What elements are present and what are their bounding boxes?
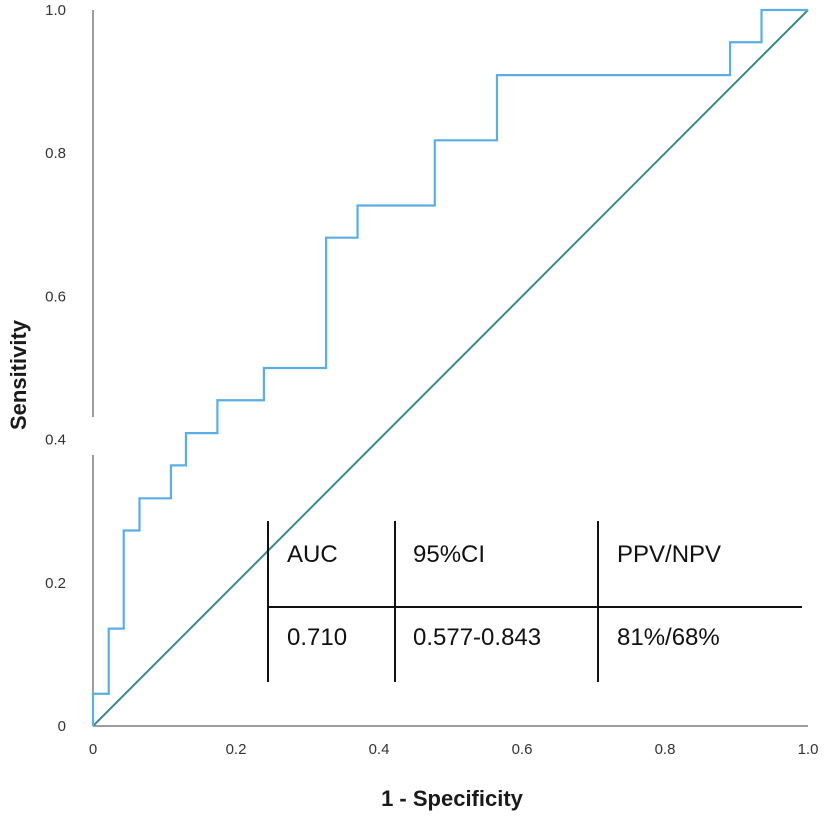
y-tick-labels: 0 0.2 0.4 0.6 0.8 1.0 bbox=[45, 2, 66, 735]
y-tick-label: 1.0 bbox=[45, 2, 66, 19]
x-axis-title: 1 - Specificity bbox=[381, 786, 524, 811]
y-tick-label: 0 bbox=[58, 718, 66, 735]
x-tick-label: 0.2 bbox=[226, 741, 247, 758]
y-axis-title: Sensitivity bbox=[6, 319, 31, 430]
table-header-ppv-npv: PPV/NPV bbox=[617, 541, 721, 568]
x-tick-label: 0.8 bbox=[655, 741, 676, 758]
x-tick-labels: 0 0.2 0.4 0.6 0.8 1.0 bbox=[89, 741, 819, 758]
stats-table: AUC 95%CI PPV/NPV 0.710 0.577-0.843 81%/… bbox=[267, 521, 802, 682]
table-value-ci: 0.577-0.843 bbox=[413, 624, 541, 651]
x-tick-label: 1.0 bbox=[798, 741, 819, 758]
y-tick-label: 0.8 bbox=[45, 145, 66, 162]
table-header-ci: 95%CI bbox=[413, 541, 485, 568]
reference-diagonal-line bbox=[92, 9, 809, 727]
table-header-auc: AUC bbox=[287, 541, 338, 568]
table-value-auc: 0.710 bbox=[287, 624, 347, 651]
x-tick-label: 0 bbox=[89, 741, 97, 758]
y-tick-label: 0.6 bbox=[45, 288, 66, 305]
x-tick-label: 0.4 bbox=[369, 741, 390, 758]
y-tick-label: 0.4 bbox=[45, 432, 66, 449]
y-tick-label: 0.2 bbox=[45, 575, 66, 592]
table-value-ppv-npv: 81%/68% bbox=[617, 624, 720, 651]
x-tick-label: 0.6 bbox=[512, 741, 533, 758]
roc-curve bbox=[91, 8, 808, 726]
